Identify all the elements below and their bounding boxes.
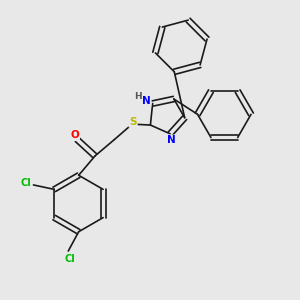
Text: N: N [142, 96, 151, 106]
Text: Cl: Cl [64, 254, 75, 264]
Text: S: S [129, 117, 137, 127]
Text: Cl: Cl [21, 178, 32, 188]
Text: O: O [70, 130, 79, 140]
Text: N: N [167, 135, 176, 146]
Text: H: H [135, 92, 142, 101]
